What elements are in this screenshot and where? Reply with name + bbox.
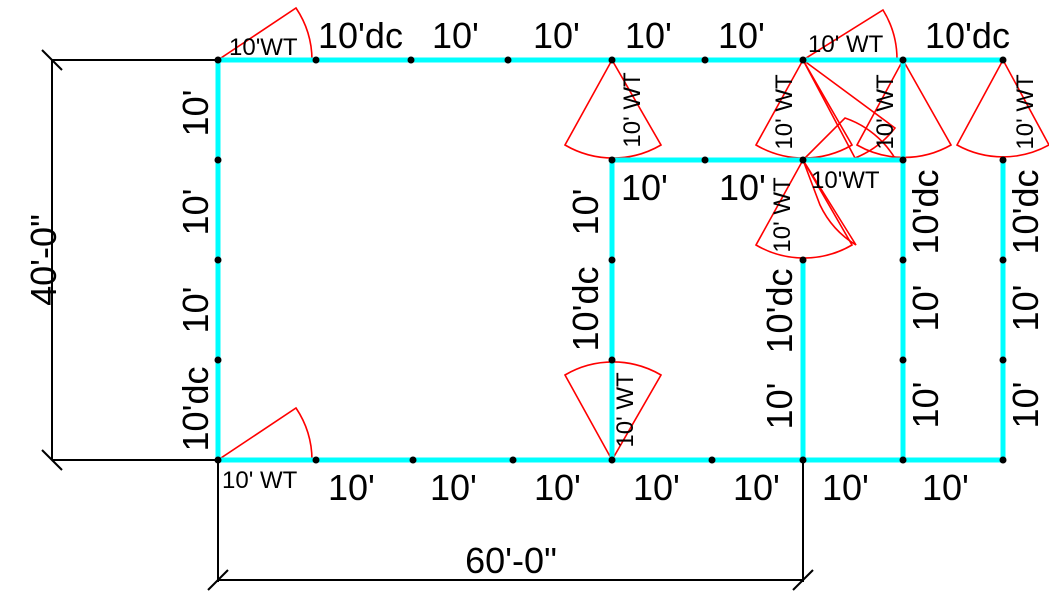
- far-right-label: 10': [1005, 382, 1046, 429]
- node: [799, 256, 807, 264]
- dimension-lines: [41, 49, 814, 591]
- wt-label-right-a: 10' WT: [771, 74, 798, 150]
- bottom-label: 10': [733, 467, 780, 508]
- left-label: 10': [175, 189, 216, 236]
- inner-label: 10': [719, 167, 766, 208]
- height-dim-tick-top: [41, 49, 63, 71]
- height-dimension-label: 40'-0": [23, 214, 64, 306]
- wt-label-right-b: 10' WT: [872, 74, 899, 150]
- left-label-dc: 10'dc: [175, 367, 216, 452]
- node: [999, 456, 1007, 464]
- bottom-label: 10': [822, 467, 869, 508]
- node: [999, 156, 1007, 164]
- node: [312, 456, 320, 464]
- node: [407, 56, 415, 64]
- bottom-label: 10': [328, 467, 375, 508]
- node: [214, 456, 222, 464]
- wt-label-far-right: 10' WT: [1012, 74, 1039, 150]
- node: [214, 156, 222, 164]
- top-label: 10': [533, 15, 580, 56]
- left-label: 10': [175, 90, 216, 137]
- top-label: 10': [432, 15, 479, 56]
- coverage-wedge-top-mid: [563, 58, 663, 159]
- coverage-wedge-inner-right-c: [802, 159, 857, 246]
- inner-mid-label: 10': [565, 189, 606, 236]
- top-label: 10': [718, 15, 765, 56]
- node: [799, 156, 807, 164]
- far-right-label-dc: 10'dc: [1005, 170, 1046, 255]
- node: [214, 256, 222, 264]
- wt-label-inner-horizontal: 10'WT: [811, 167, 880, 194]
- coverage-wedge-bottom-left: [215, 406, 313, 461]
- node: [409, 456, 417, 464]
- node: [504, 56, 512, 64]
- top-label-dc: 10'dc: [925, 15, 1010, 56]
- node: [708, 456, 716, 464]
- node: [899, 456, 907, 464]
- node: [608, 456, 616, 464]
- bottom-label: 10': [633, 467, 680, 508]
- node: [608, 256, 616, 264]
- inner-label: 10': [621, 167, 668, 208]
- node: [999, 256, 1007, 264]
- right-label-dc: 10'dc: [759, 269, 800, 354]
- node: [214, 56, 222, 64]
- wt-label-mid-top: 10' WT: [619, 72, 646, 148]
- bottom-label: 10': [430, 467, 477, 508]
- corridor-label-dc: 10'dc: [905, 170, 946, 255]
- node: [608, 156, 616, 164]
- node: [509, 456, 517, 464]
- top-label: 10': [625, 15, 672, 56]
- width-dim-tick-right: [792, 569, 814, 591]
- wt-label-bottom-left: 10' WT: [222, 467, 298, 494]
- corridor-label: 10': [905, 382, 946, 429]
- node: [608, 56, 616, 64]
- wt-label-top-right: 10' WT: [808, 31, 884, 58]
- node: [899, 156, 907, 164]
- nodes: [214, 56, 1007, 464]
- node: [899, 56, 907, 64]
- node: [701, 156, 709, 164]
- wt-label-mid-bottom: 10' WT: [612, 372, 639, 448]
- node: [701, 56, 709, 64]
- bottom-label: 10': [534, 467, 581, 508]
- node: [608, 356, 616, 364]
- inner-mid-label-dc: 10'dc: [565, 267, 606, 352]
- node: [999, 356, 1007, 364]
- node: [312, 56, 320, 64]
- node: [799, 56, 807, 64]
- right-label: 10': [759, 383, 800, 430]
- node: [899, 356, 907, 364]
- node: [899, 256, 907, 264]
- top-label-dc: 10'dc: [318, 15, 403, 56]
- left-label: 10': [175, 287, 216, 334]
- width-dim-tick-left: [207, 569, 229, 591]
- height-dim-tick-bottom: [41, 449, 63, 471]
- bottom-label: 10': [922, 467, 969, 508]
- wt-label-top-left: 10'WT: [229, 34, 298, 61]
- corridor-label: 10': [905, 285, 946, 332]
- far-right-label: 10': [1005, 285, 1046, 332]
- node: [999, 56, 1007, 64]
- node: [214, 356, 222, 364]
- wt-label-inner-right: 10' WT: [769, 177, 796, 253]
- node: [799, 456, 807, 464]
- width-dimension-label: 60'-0": [465, 540, 557, 581]
